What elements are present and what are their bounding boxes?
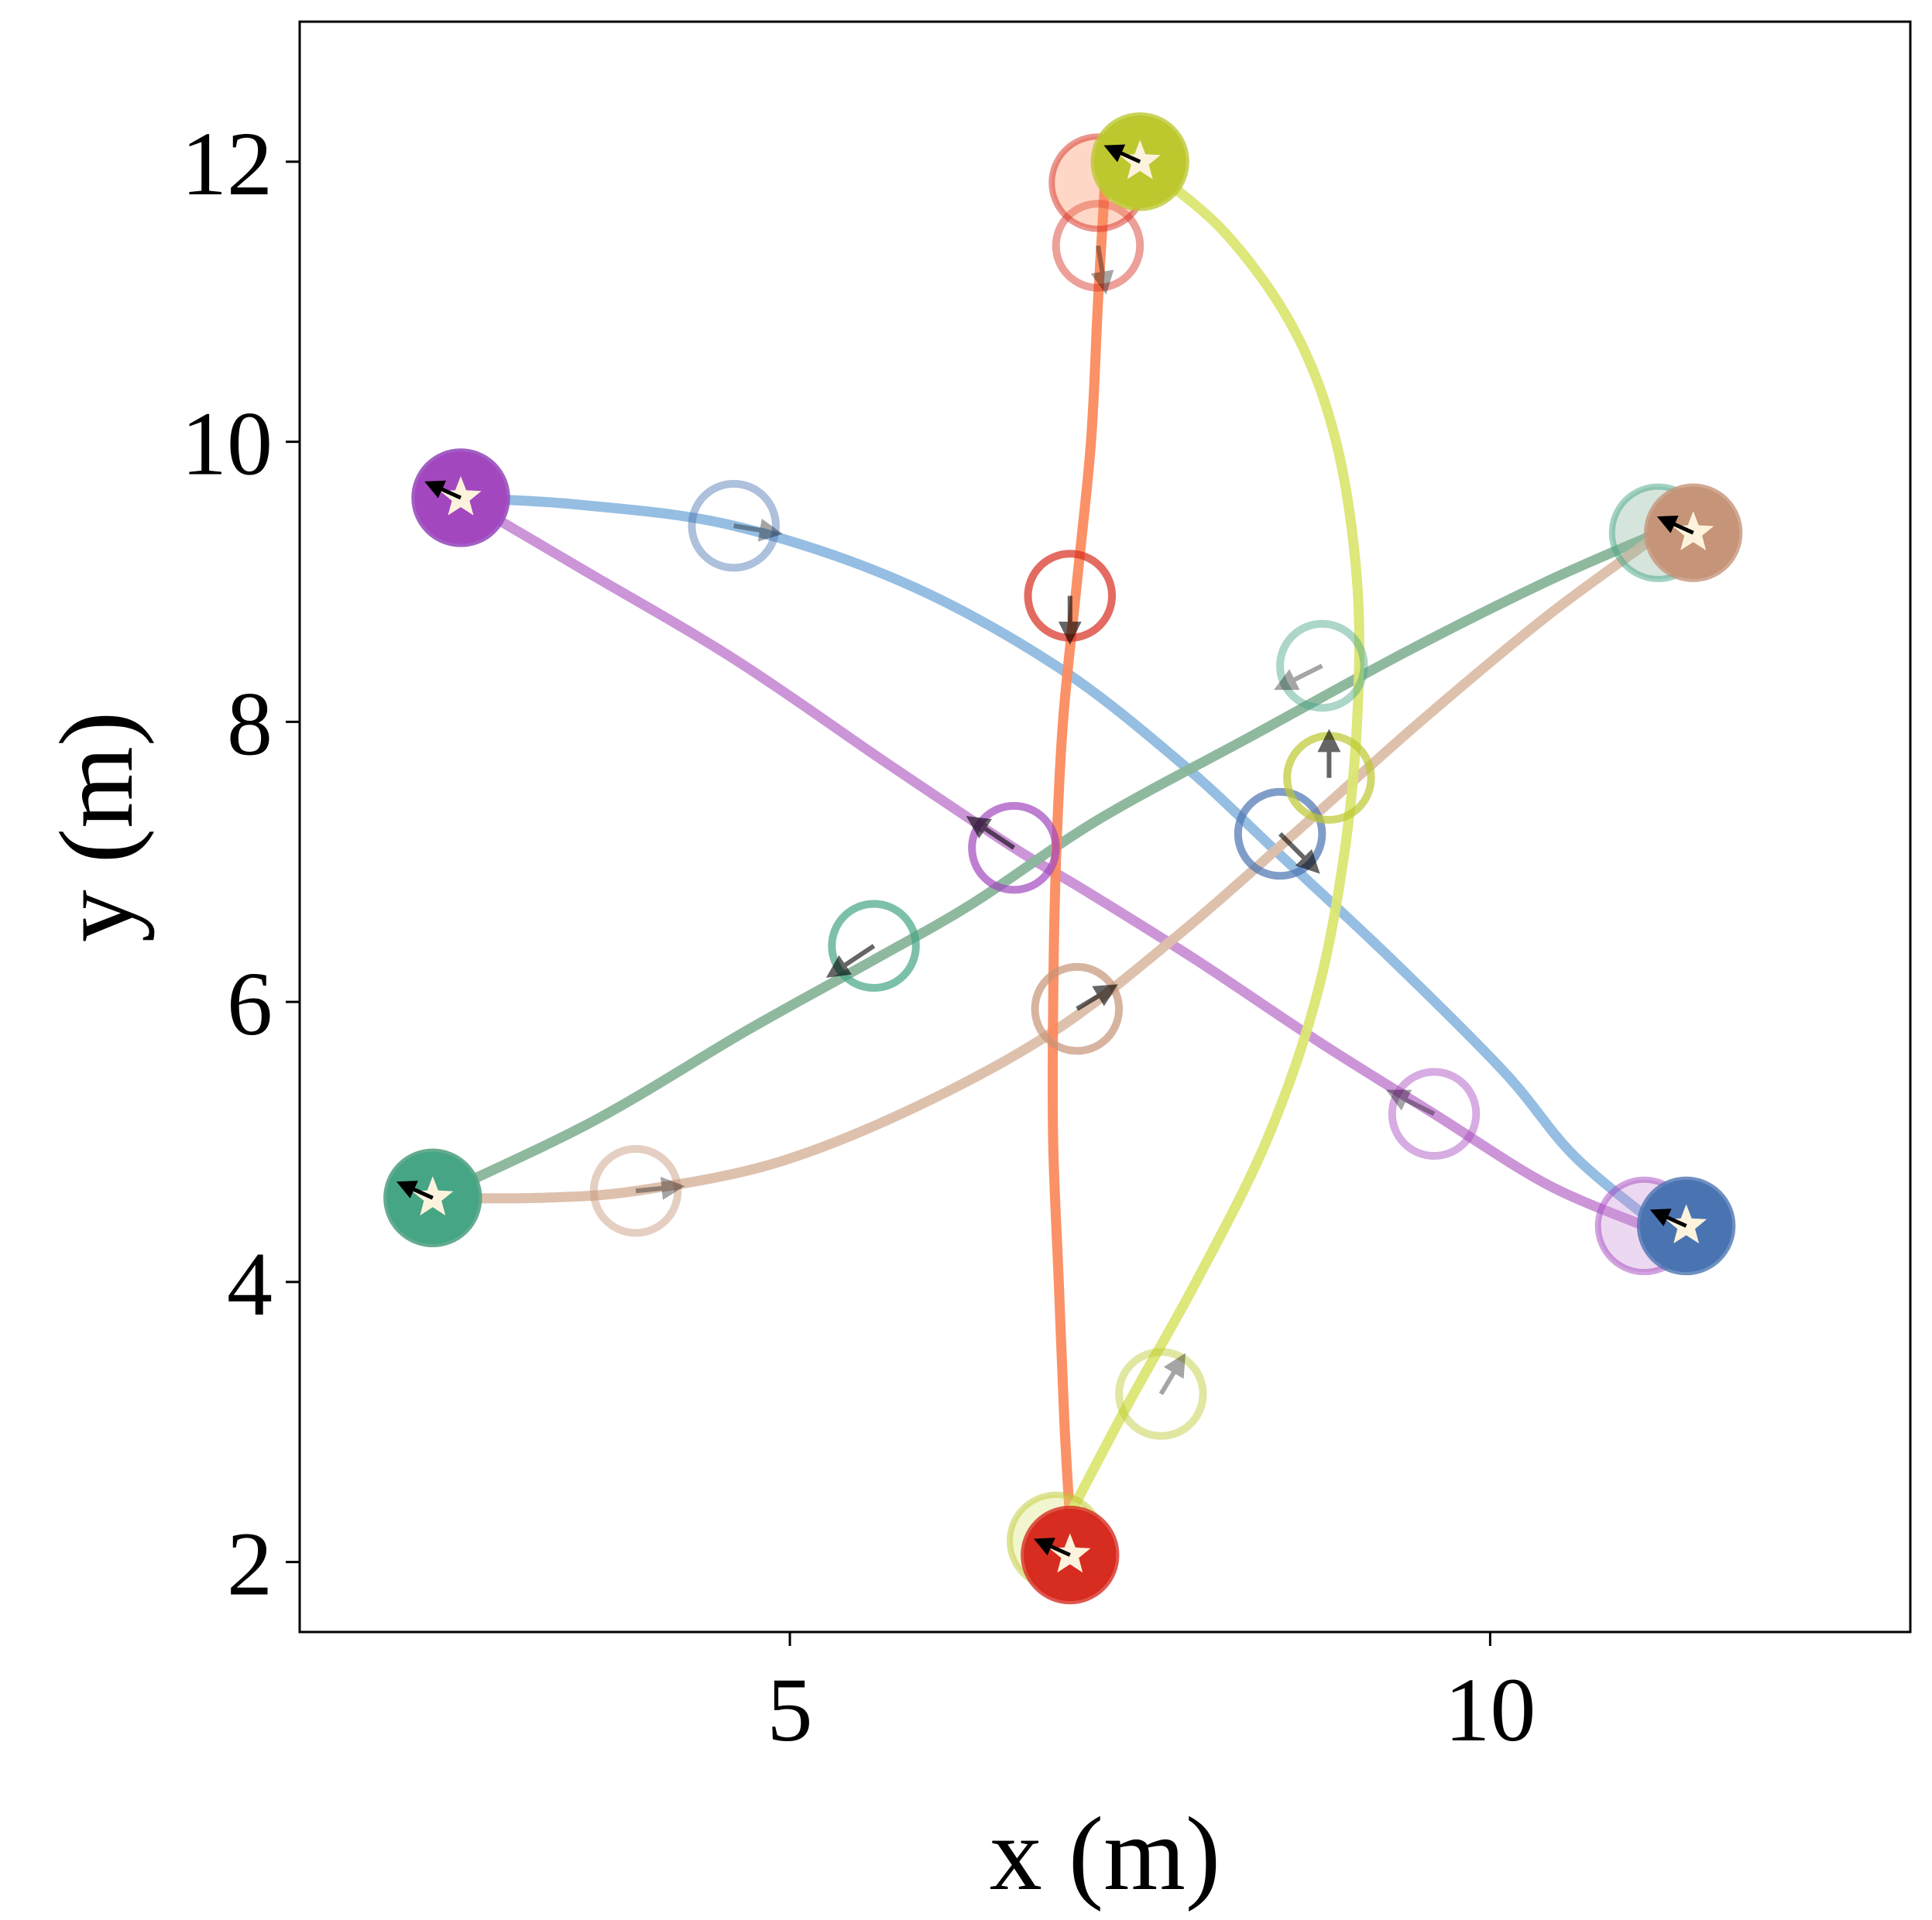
y-tick-label: 12: [181, 113, 273, 214]
goal-heading-arrow: [1033, 1538, 1071, 1557]
x-tick-label: 10: [1444, 1659, 1536, 1761]
snapshot-circle: [828, 900, 920, 993]
goal-heading-arrow: [1656, 515, 1694, 535]
velocity-arrow: [966, 815, 1016, 850]
trajectory-line: [427, 534, 1656, 1204]
velocity-arrow: [1076, 984, 1118, 1011]
snapshot-circle: [1115, 1348, 1207, 1440]
y-axis: 2 4 6 8 10 12: [181, 113, 300, 1615]
y-axis-label: y (m): [39, 711, 155, 942]
trajectory-line: [455, 492, 1649, 1231]
y-tick-label: 6: [227, 953, 273, 1054]
goal-heading-arrow: [396, 1181, 434, 1200]
goal-heading-arrow: [1649, 1209, 1687, 1228]
snapshot-circle: [968, 801, 1060, 894]
y-tick-label: 8: [227, 673, 273, 774]
velocity-arrow: [1385, 1089, 1436, 1116]
snapshot-circle: [1031, 962, 1124, 1055]
velocity-arrow: [733, 518, 783, 542]
velocity-arrow: [1158, 1353, 1186, 1396]
velocity-arrow: [825, 944, 876, 978]
snapshot-circle: [1276, 619, 1368, 712]
goal-heading-arrow: [424, 480, 462, 500]
velocity-arrow: [635, 1176, 685, 1200]
snapshot-circle: [1234, 787, 1326, 880]
velocity-arrow: [1278, 831, 1320, 874]
x-axis-label: x (m): [990, 1796, 1220, 1912]
x-tick-label: 5: [767, 1659, 813, 1761]
snapshot-circle: [1388, 1068, 1481, 1161]
velocity-arrow: [1090, 245, 1114, 295]
axes-frame: [298, 20, 1912, 1634]
y-tick-label: 4: [227, 1233, 273, 1335]
snapshots-layer: [589, 200, 1481, 1440]
x-axis: 5 10: [767, 1632, 1536, 1761]
trajectory-line: [455, 492, 1663, 1231]
markers-layer: [383, 112, 1743, 1605]
trajectory-line: [427, 527, 1663, 1203]
goal-heading-arrow: [1103, 144, 1141, 164]
y-tick-label: 10: [181, 393, 273, 495]
y-tick-label: 2: [227, 1514, 273, 1615]
velocity-arrow: [1274, 663, 1323, 691]
